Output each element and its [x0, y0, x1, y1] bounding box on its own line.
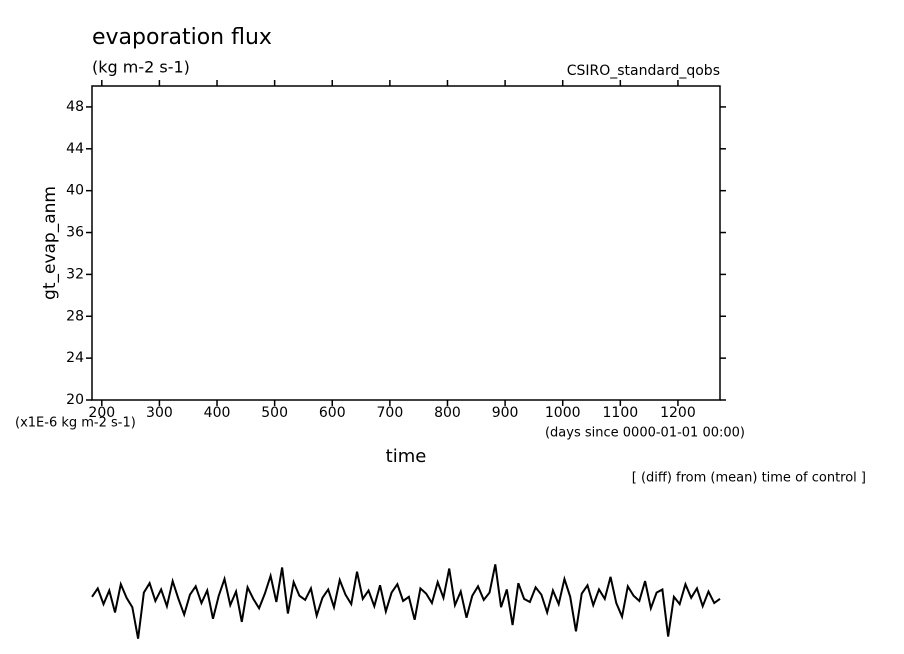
x-tick-label: 1100: [603, 405, 639, 421]
x-tick-label: 200: [88, 405, 115, 421]
data-line: [91, 564, 721, 639]
x-tick-label: 1000: [545, 405, 581, 421]
y-units: (x1E-6 kg m-2 s-1): [15, 416, 136, 431]
y-tick-label: 28: [66, 308, 84, 324]
x-tick-label: 600: [319, 405, 346, 421]
x-tick-label: 1200: [660, 405, 696, 421]
experiment-label: CSIRO_standard_qobs: [567, 63, 720, 79]
plot-frame: [91, 85, 721, 401]
x-units: (days since 0000-01-01 00:00): [545, 426, 745, 441]
y-tick-label: 36: [66, 225, 84, 241]
x-tick-label: 900: [492, 405, 519, 421]
y-tick-label: 48: [66, 99, 84, 115]
y-axis-label: gt_evap_anm: [40, 186, 60, 300]
note: [ (diff) from (mean) time of control ]: [632, 471, 866, 486]
y-tick-label: 40: [66, 183, 84, 199]
y-tick-label: 24: [66, 350, 84, 366]
y-tick-label: 44: [66, 141, 84, 157]
x-tick-label: 800: [434, 405, 461, 421]
x-tick-label: 500: [261, 405, 288, 421]
x-tick-label: 700: [377, 405, 404, 421]
y-tick-label: 20: [66, 392, 84, 408]
x-tick-label: 400: [204, 405, 231, 421]
y-tick-label: 32: [66, 266, 84, 282]
chart-subtitle: (kg m-2 s-1): [92, 58, 190, 77]
x-tick-label: 300: [146, 405, 173, 421]
chart-title: evaporation flux: [92, 25, 272, 50]
x-axis-label: time: [386, 446, 427, 467]
